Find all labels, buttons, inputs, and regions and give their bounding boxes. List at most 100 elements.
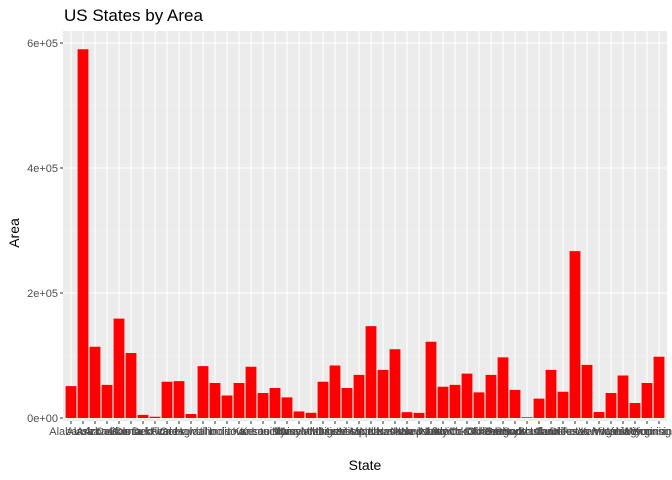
x-tick-label: New Jersey <box>390 426 448 438</box>
x-tick-label: Oregon <box>485 426 522 438</box>
x-tick-label: Wisconsin <box>622 426 672 438</box>
x-tick-label: South Carolina <box>503 426 577 438</box>
x-tick-label: Michigan <box>301 426 345 438</box>
x-tick-label: Louisiana <box>251 426 299 438</box>
bar-south-dakota <box>545 369 557 418</box>
x-tick-label: Virginia <box>593 426 630 438</box>
x-tick-label: Minnesota <box>310 426 362 438</box>
x-tick-label: Nebraska <box>359 426 407 438</box>
x-tick-label: Wyoming <box>625 426 671 438</box>
bar-missouri <box>353 374 365 418</box>
x-tick-label: New Hampshire <box>368 426 446 438</box>
bars <box>65 49 665 418</box>
bar-illinois <box>209 383 221 418</box>
x-axis-title: State <box>349 457 382 473</box>
bar-ohio <box>473 392 485 418</box>
bar-indiana <box>221 395 233 418</box>
bar-new-jersey <box>413 412 425 418</box>
bar-michigan <box>317 381 329 418</box>
x-tick-label: Connecticut <box>114 426 172 438</box>
x-tick-label: North Dakota <box>435 426 501 438</box>
bar-wisconsin <box>641 383 653 418</box>
bar-florida <box>161 381 173 418</box>
y-axis: 0e+00 2e+05 4e+05 6e+05 <box>27 38 63 425</box>
x-tick-label: Mississippi <box>320 426 373 438</box>
bar-hawaii <box>185 414 197 418</box>
y-tick-label: 0e+00 <box>27 413 58 425</box>
bar-new-mexico <box>425 341 437 418</box>
bar-new-york <box>437 386 449 418</box>
x-tick-label: Missouri <box>339 426 380 438</box>
bar-oregon <box>497 357 509 418</box>
bar-georgia <box>173 381 185 418</box>
x-tick-label: Pennsylvania <box>482 426 548 438</box>
bar-montana <box>365 326 377 418</box>
bar-maine <box>281 397 293 418</box>
bar-washington <box>617 375 629 418</box>
plot-panel <box>63 31 667 421</box>
bar-delaware <box>149 416 161 418</box>
bar-massachusetts <box>305 412 317 418</box>
x-tick-label: Utah <box>575 426 598 438</box>
x-tick-label: Massachusetts <box>274 426 348 438</box>
bar-louisiana <box>269 388 281 418</box>
x-tick-label: Alabama <box>49 426 93 438</box>
x-tick-label: Maine <box>272 426 302 438</box>
bar-virginia <box>605 393 617 418</box>
y-tick-label: 4e+05 <box>27 163 58 175</box>
x-tick-label: Delaware <box>132 426 178 438</box>
x-tick-label: Kansas <box>233 426 270 438</box>
x-tick-label: Iowa <box>227 426 251 438</box>
bar-wyoming <box>653 356 665 418</box>
x-tick-label: Montana <box>350 426 394 438</box>
bar-south-carolina <box>533 398 545 418</box>
bar-oklahoma <box>485 374 497 418</box>
bar-arkansas <box>101 384 113 418</box>
bar-idaho <box>197 366 209 418</box>
x-tick-label: South Dakota <box>518 426 586 438</box>
x-tick-label: Arizona <box>76 426 114 438</box>
x-tick-label: New Mexico <box>401 426 461 438</box>
bar-north-dakota <box>461 373 473 418</box>
x-tick-label: Washington <box>594 426 652 438</box>
bar-north-carolina <box>449 384 461 418</box>
x-tick-label: California <box>96 426 143 438</box>
bar-alabama <box>65 386 77 418</box>
x-tick-label: Florida <box>150 426 185 438</box>
bar-rhode-island <box>521 417 533 418</box>
x-tick-label: North Carolina <box>420 426 492 438</box>
bar-texas <box>569 251 581 418</box>
x-tick-label: Indiana <box>209 426 246 438</box>
bar-vermont <box>593 412 605 418</box>
bar-utah <box>581 364 593 418</box>
x-tick-label: Maryland <box>276 426 321 438</box>
x-tick-label: Nevada <box>376 426 415 438</box>
bar-colorado <box>125 353 137 418</box>
bar-kentucky <box>257 393 269 418</box>
bar-nebraska <box>377 369 389 418</box>
x-tick-label: Vermont <box>579 426 620 438</box>
bar-minnesota <box>329 365 341 418</box>
x-tick-label: Texas <box>561 426 590 438</box>
x-tick-label: Rhode Island <box>495 426 560 438</box>
x-tick-label: Kentucky <box>240 426 286 438</box>
bar-pennsylvania <box>509 389 521 418</box>
x-tick-label: Arkansas <box>84 426 130 438</box>
x-tick-label: Colorado <box>109 426 154 438</box>
y-tick-label: 2e+05 <box>27 288 58 300</box>
bar-alaska <box>77 49 89 418</box>
x-tick-label: Illinois <box>200 426 231 438</box>
bar-tennessee <box>557 391 569 418</box>
bar-iowa <box>233 383 245 418</box>
bar-new-hampshire <box>401 412 413 418</box>
x-tick-label: Alaska <box>66 426 100 438</box>
x-tick-label: Georgia <box>159 426 199 438</box>
chart-title: US States by Area <box>64 6 203 25</box>
x-tick-label: Tennessee <box>536 426 589 438</box>
y-tick-label: 6e+05 <box>27 38 58 50</box>
y-axis-title: Area <box>6 218 22 248</box>
bar-maryland <box>293 411 305 418</box>
bar-nevada <box>389 349 401 418</box>
bar-arizona <box>89 346 101 418</box>
